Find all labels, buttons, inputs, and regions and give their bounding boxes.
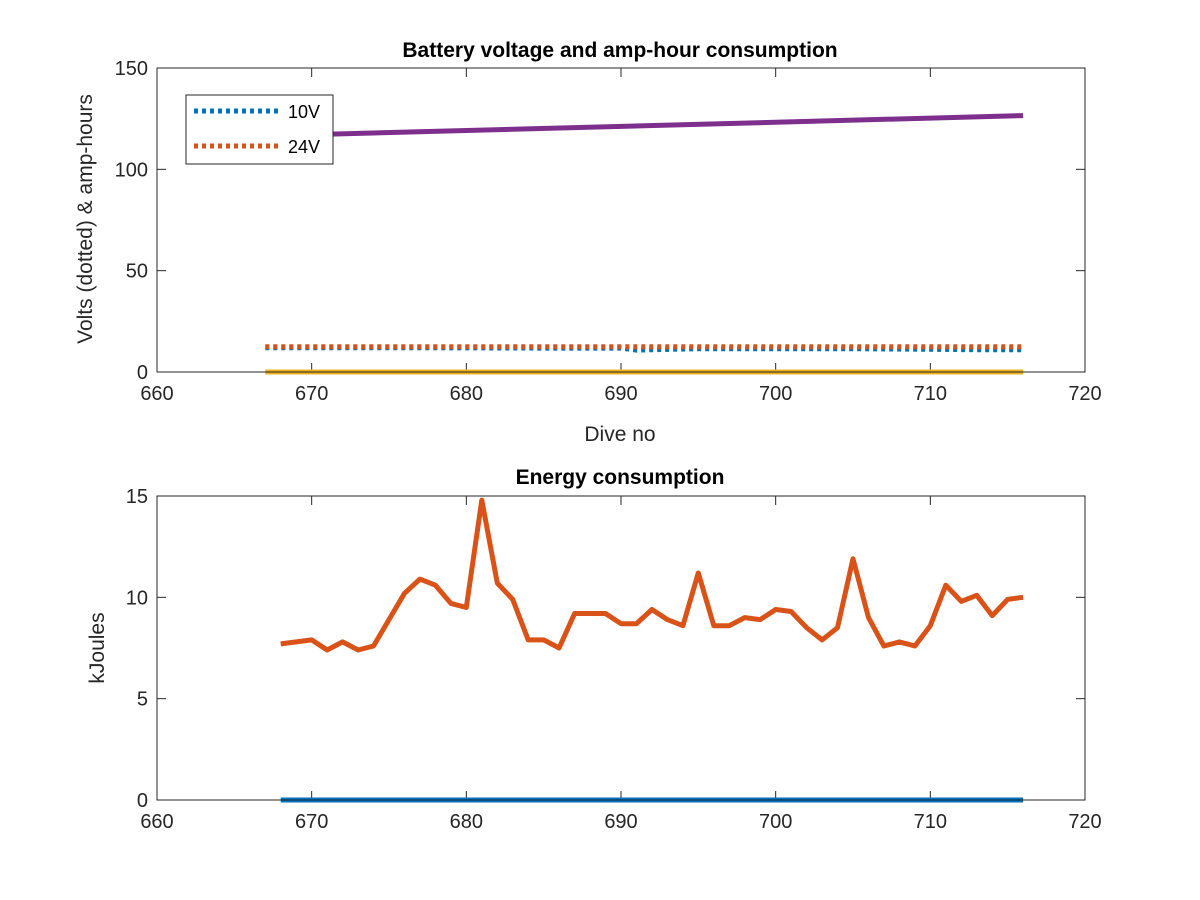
voltage-plot-ylabel: Volts (dotted) & amp-hours [74,94,97,344]
voltage-plot-xtick-label: 670 [295,383,328,405]
energy-plot-ytick-label: 0 [137,790,148,812]
legend-label-10v: 10V [288,102,320,122]
energy-plot-title: Energy consumption [516,466,725,489]
voltage-plot-ytick-label: 150 [115,58,148,80]
energy-plot-yticks: 0 5 10 15 [126,486,1085,812]
energy-plot-xtick-label: 680 [450,811,483,833]
energy-plot-xtick-label: 660 [140,811,173,833]
energy-plot-ytick-label: 15 [126,486,148,508]
voltage-plot-title: Battery voltage and amp-hour consumption [402,39,837,62]
energy-plot-frame [156,495,1086,801]
voltage-plot-xtick-label: 680 [450,383,483,405]
voltage-plot-ytick-label: 50 [126,261,148,283]
energy-plot-ylabel: kJoules [86,612,109,683]
energy-plot-xtick-label: 710 [914,811,947,833]
energy-plot-xtick-label: 720 [1068,811,1101,833]
voltage-plot-series-2-line [265,113,1024,139]
voltage-plot-xtick-label: 660 [140,383,173,405]
energy-plot-xticks: 660 670 680 690 700 710 720 [140,496,1102,833]
energy-plot-ytick-label: 10 [126,587,148,609]
voltage-plot-xtick-label: 720 [1068,383,1101,405]
energy-plot-lines [280,497,1024,803]
voltage-plot-yticks: 0 50 100 150 [115,58,1085,384]
legend-label-24v: 24V [288,137,320,157]
voltage-plot-legend: 10V 24V [185,94,334,165]
voltage-plot-xtick-label: 690 [604,383,637,405]
voltage-plot-ytick-label: 100 [115,159,148,181]
energy-plot-xtick-label: 690 [604,811,637,833]
energy-plot: Energy consumption kJoules 660 670 680 690 7… [86,466,1102,833]
voltage-plot-lines [265,113,1024,375]
energy-plot-xtick-label: 670 [295,811,328,833]
voltage-plot: Battery voltage and amp-hour consumption… [74,39,1102,446]
energy-plot-series-0-line [280,497,1024,653]
legend-box [185,94,334,165]
voltage-plot-xlabel: Dive no [584,423,655,446]
energy-plot-ytick-label: 5 [137,689,148,711]
voltage-plot-ytick-label: 0 [137,362,148,384]
energy-plot-xtick-label: 700 [759,811,792,833]
voltage-plot-xtick-label: 700 [759,383,792,405]
voltage-plot-frame [156,67,1086,373]
voltage-plot-xtick-label: 710 [914,383,947,405]
